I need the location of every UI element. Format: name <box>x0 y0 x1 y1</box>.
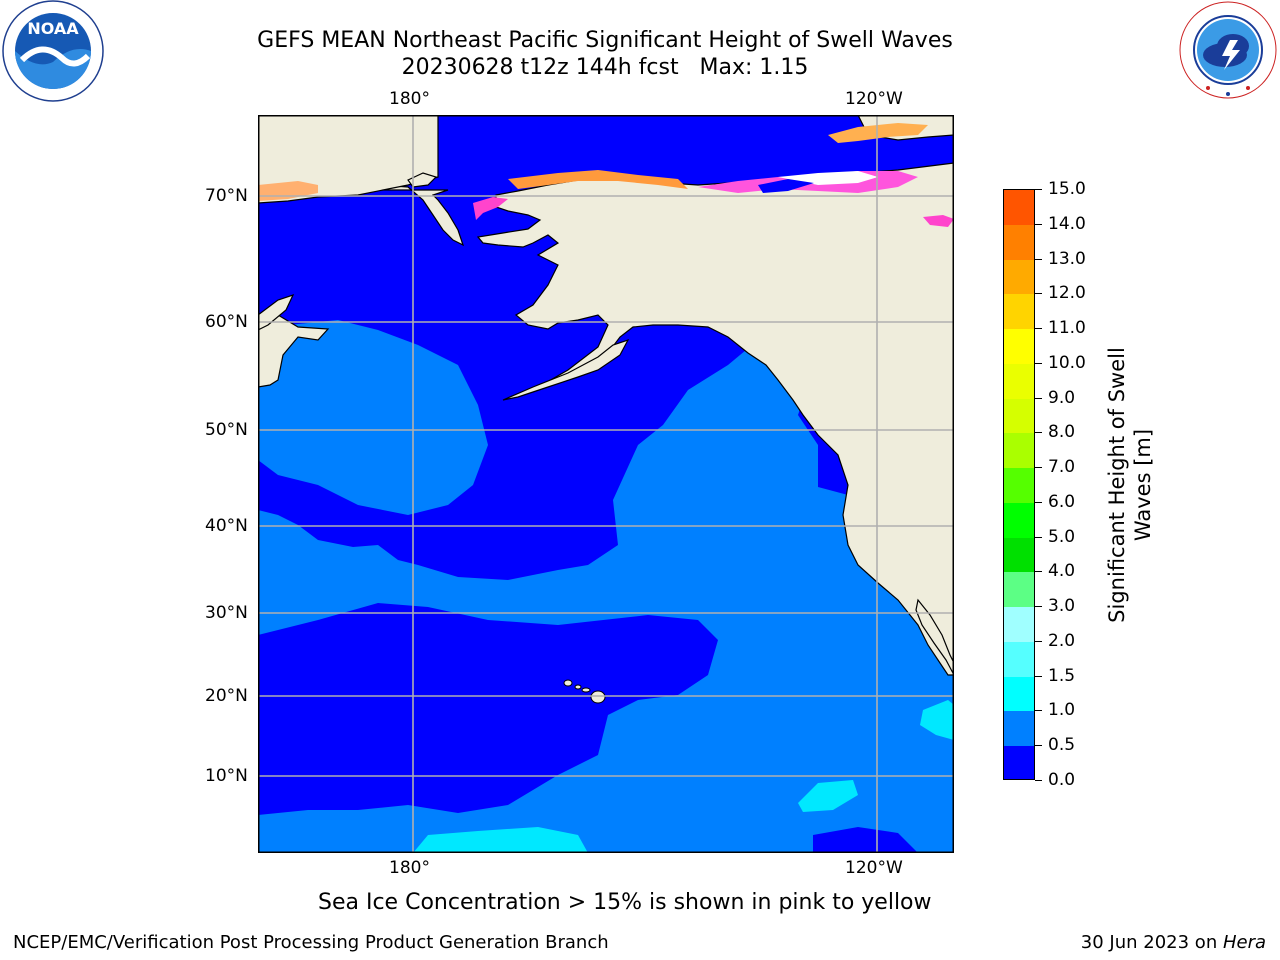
colorbar-tick-label: 1.0 <box>1048 700 1076 720</box>
colorbar-tick-label: 6.0 <box>1048 492 1076 512</box>
noaa-logo: NOAA <box>2 0 104 102</box>
noaa-logo-text: NOAA <box>27 19 79 38</box>
colorbar-tick-mark <box>1035 189 1042 190</box>
colorbar-bin <box>1004 398 1034 435</box>
colorbar-tick-label: 9.0 <box>1048 388 1076 408</box>
colorbar-tick-label: 4.0 <box>1048 561 1076 581</box>
colorbar-tick-mark <box>1035 745 1042 746</box>
colorbar-tick-mark <box>1035 328 1042 329</box>
colorbar-tick-label: 8.0 <box>1048 422 1076 442</box>
colorbar-bin <box>1004 711 1034 748</box>
colorbar-tick-mark <box>1035 780 1042 781</box>
colorbar-bin <box>1004 433 1034 470</box>
footer-left: NCEP/EMC/Verification Post Processing Pr… <box>13 932 609 953</box>
colorbar-bin <box>1004 537 1034 574</box>
footer-machine: Hera <box>1222 932 1266 953</box>
footer-date: 30 Jun 2023 on <box>1080 932 1223 953</box>
colorbar-tick-label: 2.0 <box>1048 631 1076 651</box>
colorbar-bin <box>1004 572 1034 609</box>
nws-logo <box>1178 0 1278 100</box>
land-alaska-peninsula <box>502 338 630 401</box>
colorbar-tick-label: 0.5 <box>1048 735 1076 755</box>
lat-tick-50n: 50°N <box>205 420 248 440</box>
colorbar-tick-label: 11.0 <box>1048 318 1086 338</box>
sea-ice-band <box>258 123 954 227</box>
swell-region-light-patch <box>258 320 488 515</box>
colorbar-tick-label: 10.0 <box>1048 353 1086 373</box>
colorbar-tick-mark <box>1035 224 1042 225</box>
colorbar-tick-mark <box>1035 641 1042 642</box>
colorbar-bin <box>1004 224 1034 261</box>
colorbar-bin <box>1004 676 1034 713</box>
land-hawaii <box>563 679 606 704</box>
lon-tick-top-180: 180° <box>389 89 430 109</box>
swell-region-southeast-low <box>813 827 918 853</box>
colorbar <box>1003 189 1035 780</box>
land-wrangel-island <box>407 172 438 188</box>
lat-tick-20n: 20°N <box>205 686 248 706</box>
land-asia-west <box>258 115 439 204</box>
map-border <box>258 115 954 853</box>
lat-tick-10n: 10°N <box>205 766 248 786</box>
colorbar-bin <box>1004 746 1034 779</box>
colorbar-bin <box>1004 468 1034 504</box>
map-canvas <box>258 115 954 853</box>
colorbar-tick-label: 15.0 <box>1048 179 1086 199</box>
lat-tick-70n: 70°N <box>205 186 248 206</box>
lat-tick-40n: 40°N <box>205 516 248 536</box>
colorbar-tick-mark <box>1035 537 1042 538</box>
land-kamchatka <box>258 314 330 388</box>
colorbar-tick-label: 5.0 <box>1048 527 1076 547</box>
lat-tick-60n: 60°N <box>205 312 248 332</box>
colorbar-tick-mark <box>1035 676 1042 677</box>
chart-subtitle: 20230628 t12z 144h fcst Max: 1.15 <box>401 55 809 80</box>
colorbar-tick-mark <box>1035 432 1042 433</box>
swell-region-1-0-1-5-south <box>413 827 588 853</box>
lon-tick-top-120w: 120°W <box>845 89 903 109</box>
graticule <box>258 115 954 853</box>
colorbar-tick-mark <box>1035 259 1042 260</box>
swell-region-1-0-1-5-east <box>798 780 858 812</box>
colorbar-tick-mark <box>1035 606 1042 607</box>
colorbar-tick-mark <box>1035 293 1042 294</box>
colorbar-bin <box>1004 502 1034 539</box>
colorbar-tick-label: 3.0 <box>1048 596 1076 616</box>
colorbar-tick-mark <box>1035 398 1042 399</box>
lat-tick-30n: 30°N <box>205 603 248 623</box>
map-panel <box>258 115 954 853</box>
colorbar-bin <box>1004 259 1034 296</box>
chart-title: GEFS MEAN Northeast Pacific Significant … <box>257 28 953 53</box>
colorbar-bin <box>1004 363 1034 400</box>
colorbar-tick-label: 1.5 <box>1048 666 1076 686</box>
colorbar-bin <box>1004 294 1034 331</box>
colorbar-tick-label: 12.0 <box>1048 283 1086 303</box>
colorbar-tick-mark <box>1035 710 1042 711</box>
colorbar-bin <box>1004 190 1034 226</box>
colorbar-tick-label: 14.0 <box>1048 214 1086 234</box>
colorbar-title: Significant Height of Swell Waves [m] <box>1105 347 1155 623</box>
colorbar-tick-mark <box>1035 363 1042 364</box>
colorbar-tick-mark <box>1035 502 1042 503</box>
colorbar-bin <box>1004 329 1034 365</box>
colorbar-tick-mark <box>1035 467 1042 468</box>
swell-region-1-0-1-5-coast <box>920 700 954 740</box>
lon-tick-bottom-120w: 120°W <box>845 858 903 878</box>
colorbar-bin <box>1004 607 1034 643</box>
colorbar-bin <box>1004 641 1034 678</box>
footer-right: 30 Jun 2023 on Hera <box>1081 932 1266 953</box>
colorbar-tick-mark <box>1035 571 1042 572</box>
sea-ice-note: Sea Ice Concentration > 15% is shown in … <box>318 890 932 915</box>
colorbar-tick-label: 0.0 <box>1048 770 1076 790</box>
lon-tick-bottom-180: 180° <box>389 858 430 878</box>
swell-region-central-low <box>258 603 718 815</box>
land-baja-california <box>915 598 954 676</box>
colorbar-tick-label: 13.0 <box>1048 249 1086 269</box>
colorbar-tick-label: 7.0 <box>1048 457 1076 477</box>
land-north-america <box>476 162 954 676</box>
